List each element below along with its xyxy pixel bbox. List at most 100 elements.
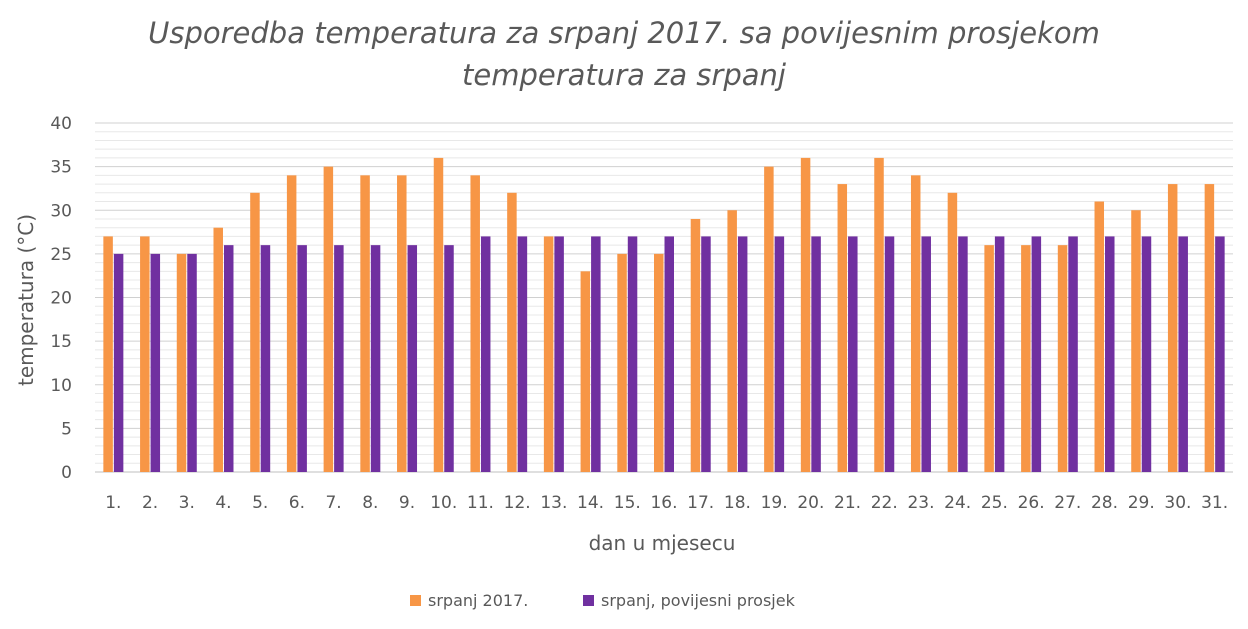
bar-srpanj-2017-day-2 — [140, 236, 150, 472]
y-tick-label: 5 — [61, 419, 72, 439]
bar-povijesni-prosjek-day-25 — [994, 236, 1005, 472]
bar-povijesni-prosjek-day-29 — [1141, 236, 1152, 472]
bar-povijesni-prosjek-day-18 — [737, 236, 748, 472]
bar-povijesni-prosjek-day-21 — [848, 236, 858, 472]
gridlines — [95, 122, 1233, 473]
x-axis-ticks: 1. 2. 3. 4. 5. 6. 7. 8. 9. 10. 11. 12. 13. 14. 15. 16. 1… — [105, 493, 1228, 513]
bars — [103, 157, 1225, 473]
bar-srpanj-2017-day-23 — [910, 175, 921, 472]
bar-srpanj-2017-day-5 — [250, 192, 260, 473]
x-tick-label: 29. — [1128, 493, 1155, 513]
x-tick-label: 26. — [1018, 493, 1045, 513]
x-tick-label: 3. — [179, 493, 195, 513]
x-tick-label: 19. — [761, 493, 788, 513]
x-tick-label: 23. — [907, 493, 934, 513]
x-tick-label: 5. — [252, 493, 268, 513]
bar-srpanj-2017-day-21 — [837, 184, 848, 472]
bar-srpanj-2017-day-10 — [433, 157, 444, 472]
y-tick-label: 30 — [50, 201, 72, 221]
legend-swatch-povijesni-prosjek — [583, 595, 594, 606]
bar-srpanj-2017-day-16 — [654, 253, 664, 472]
bar-srpanj-2017-day-13 — [543, 236, 554, 472]
bar-srpanj-2017-day-19 — [764, 166, 774, 472]
y-axis-title: temperatura (°C) — [14, 214, 38, 386]
x-tick-label: 1. — [105, 493, 121, 513]
x-axis-title: dan u mjesecu — [589, 531, 736, 555]
bar-povijesni-prosjek-day-19 — [774, 236, 785, 472]
bar-povijesni-prosjek-day-26 — [1031, 236, 1042, 472]
y-tick-label: 15 — [50, 332, 72, 352]
bar-povijesni-prosjek-day-30 — [1178, 236, 1188, 472]
y-tick-label: 35 — [50, 158, 72, 178]
x-tick-label: 2. — [142, 493, 158, 513]
bar-povijesni-prosjek-day-9 — [407, 245, 418, 472]
x-tick-label: 31. — [1201, 493, 1228, 513]
bar-srpanj-2017-day-25 — [984, 245, 994, 472]
bar-srpanj-2017-day-17 — [690, 218, 701, 472]
bar-srpanj-2017-day-15 — [617, 253, 627, 472]
bar-povijesni-prosjek-day-13 — [554, 236, 564, 472]
x-tick-label: 13. — [540, 493, 567, 513]
y-tick-label: 0 — [61, 463, 72, 483]
x-tick-label: 18. — [724, 493, 751, 513]
bar-srpanj-2017-day-4 — [213, 227, 223, 472]
bar-povijesni-prosjek-day-8 — [370, 245, 381, 472]
chart-title: Usporedba temperatura za srpanj 2017. sa… — [0, 12, 1248, 96]
x-tick-label: 25. — [981, 493, 1008, 513]
x-tick-label: 30. — [1164, 493, 1191, 513]
bar-povijesni-prosjek-day-16 — [664, 236, 674, 472]
bar-povijesni-prosjek-day-14 — [591, 236, 601, 472]
x-tick-label: 7. — [325, 493, 341, 513]
x-tick-label: 17. — [687, 493, 714, 513]
legend-swatch-srpanj-2017 — [410, 595, 421, 606]
bar-povijesni-prosjek-day-31 — [1215, 236, 1225, 472]
bar-povijesni-prosjek-day-6 — [297, 245, 307, 472]
bar-srpanj-2017-day-14 — [580, 271, 591, 472]
bar-srpanj-2017-day-9 — [397, 175, 407, 472]
x-tick-label: 21. — [834, 493, 861, 513]
x-tick-label: 6. — [289, 493, 305, 513]
x-tick-label: 16. — [650, 493, 677, 513]
bar-srpanj-2017-day-31 — [1204, 184, 1215, 472]
legend-label-srpanj-2017: srpanj 2017. — [428, 591, 528, 610]
bar-povijesni-prosjek-day-10 — [444, 245, 454, 472]
bar-povijesni-prosjek-day-23 — [921, 236, 931, 472]
bar-srpanj-2017-day-18 — [727, 210, 737, 472]
bar-srpanj-2017-day-24 — [947, 192, 958, 473]
bar-srpanj-2017-day-29 — [1131, 210, 1141, 472]
bar-srpanj-2017-day-27 — [1057, 245, 1068, 472]
y-axis-ticks: 0 5 10 15 20 25 30 35 40 — [50, 114, 72, 483]
bar-srpanj-2017-day-8 — [360, 175, 370, 472]
bar-povijesni-prosjek-day-4 — [223, 245, 234, 472]
bar-srpanj-2017-day-11 — [470, 175, 480, 472]
bar-povijesni-prosjek-day-7 — [334, 245, 344, 472]
bar-povijesni-prosjek-day-1 — [113, 253, 124, 472]
bar-srpanj-2017-day-3 — [176, 253, 187, 472]
y-tick-label: 10 — [50, 376, 72, 396]
x-tick-label: 12. — [504, 493, 531, 513]
bar-povijesni-prosjek-day-27 — [1068, 236, 1078, 472]
x-tick-label: 20. — [797, 493, 824, 513]
bar-povijesni-prosjek-day-17 — [701, 236, 711, 472]
bar-srpanj-2017-day-1 — [103, 236, 113, 472]
x-tick-label: 9. — [399, 493, 415, 513]
bar-povijesni-prosjek-day-3 — [187, 253, 197, 472]
bar-povijesni-prosjek-day-2 — [150, 253, 161, 472]
bar-povijesni-prosjek-day-5 — [260, 245, 271, 472]
bar-srpanj-2017-day-7 — [323, 166, 334, 472]
bar-srpanj-2017-day-22 — [874, 157, 884, 472]
bar-povijesni-prosjek-day-24 — [958, 236, 968, 472]
bar-srpanj-2017-day-20 — [800, 157, 811, 472]
bar-srpanj-2017-day-12 — [507, 192, 517, 473]
legend: srpanj 2017. srpanj, povijesni prosjek — [410, 591, 796, 610]
x-tick-label: 15. — [614, 493, 641, 513]
x-tick-label: 11. — [467, 493, 494, 513]
bar-povijesni-prosjek-day-15 — [627, 236, 638, 472]
y-tick-label: 40 — [50, 114, 72, 134]
bar-povijesni-prosjek-day-28 — [1105, 236, 1115, 472]
x-tick-label: 27. — [1054, 493, 1081, 513]
y-tick-label: 25 — [50, 245, 72, 265]
legend-label-povijesni-prosjek: srpanj, povijesni prosjek — [601, 591, 796, 610]
bar-srpanj-2017-day-6 — [286, 175, 297, 472]
